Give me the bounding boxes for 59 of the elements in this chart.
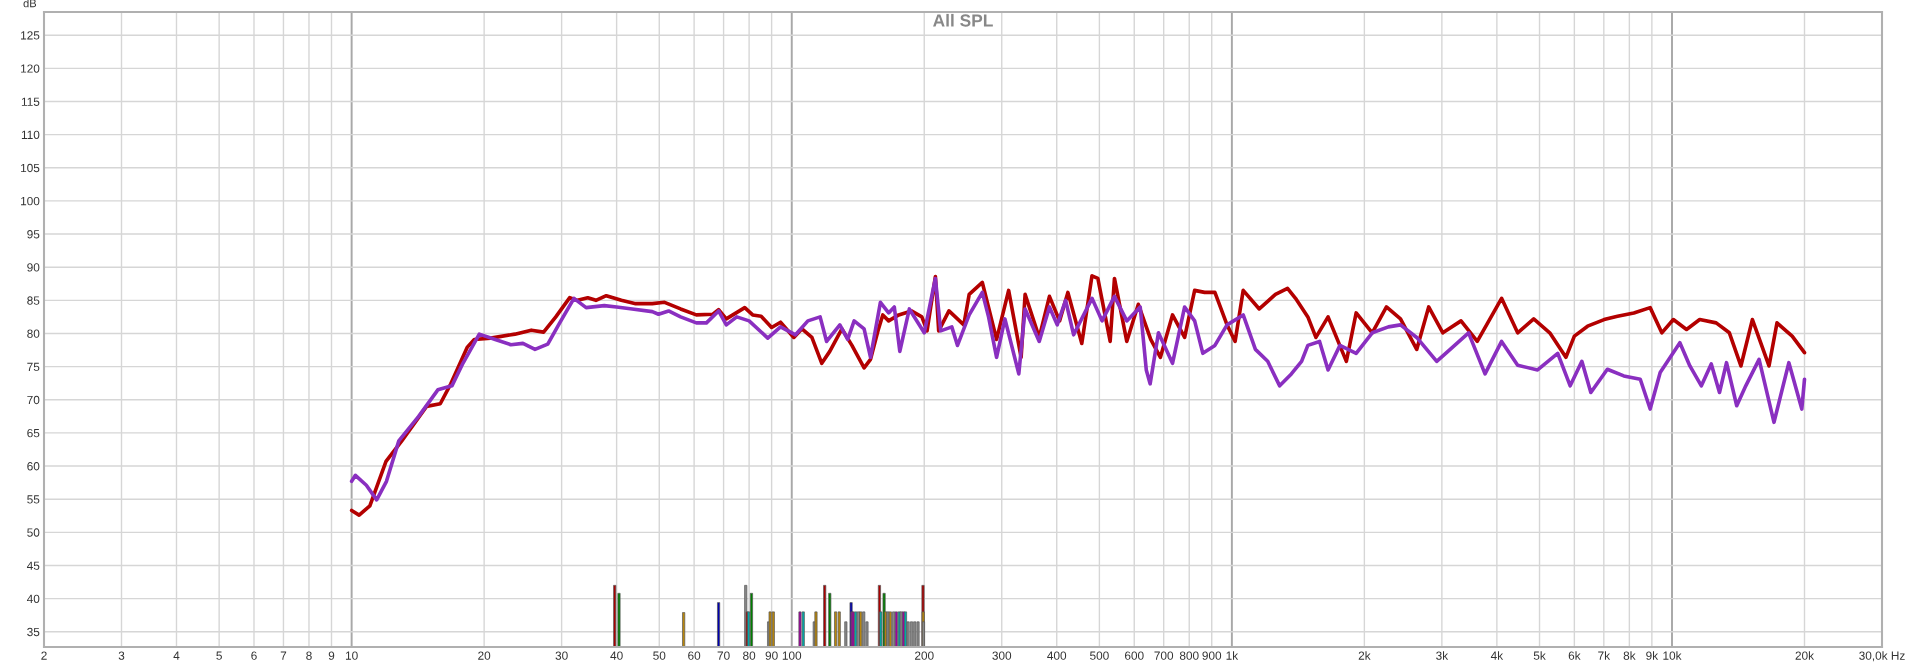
- x-tick-label: 5: [216, 651, 222, 660]
- y-tick-label: 70: [27, 395, 40, 405]
- x-tick-label: 700: [1154, 651, 1174, 660]
- x-tick-label: 2k: [1358, 651, 1371, 660]
- x-tick-label: 80: [743, 651, 756, 660]
- x-tick-label: 30: [555, 651, 568, 660]
- y-tick-label: 65: [27, 428, 40, 438]
- y-tick-label: 110: [21, 130, 40, 140]
- y-tick-label: 60: [27, 462, 40, 471]
- x-tick-label: 6k: [1568, 651, 1581, 660]
- x-tick-label: 7k: [1598, 651, 1611, 660]
- chart-title: All SPL: [933, 13, 993, 27]
- y-tick-label: 75: [27, 362, 40, 372]
- x-tick-label: 60: [688, 651, 701, 660]
- x-tick-label: 20k: [1795, 651, 1815, 660]
- y-tick-label: 95: [27, 230, 40, 239]
- x-tick-label: 8: [306, 651, 312, 660]
- x-tick-label: 800: [1179, 651, 1199, 660]
- y-tick-label: 55: [27, 495, 40, 504]
- x-tick-label: 70: [717, 651, 730, 660]
- x-tick-label: 3k: [1436, 651, 1449, 660]
- x-tick-label: 20: [478, 651, 491, 660]
- x-tick-label: 9k: [1646, 651, 1659, 660]
- x-tick-label: 500: [1090, 651, 1109, 660]
- x-tick-label: 9: [328, 651, 335, 660]
- x-tick-label: 40: [610, 651, 623, 660]
- y-tick-label: 40: [26, 594, 40, 604]
- y-axis-title: dB: [23, 0, 37, 8]
- x-tick-label: 300: [992, 651, 1012, 660]
- x-tick-label: 100: [782, 651, 802, 660]
- x-tick-label: 5k: [1533, 651, 1546, 660]
- y-tick-label: 85: [27, 296, 40, 305]
- y-tick-label: 80: [27, 329, 40, 338]
- x-tick-label: 6: [251, 651, 257, 660]
- y-tick-label: 45: [26, 561, 40, 570]
- x-tick-label: 10k: [1663, 651, 1682, 660]
- x-tick-label: 200: [915, 651, 934, 660]
- x-tick-label: 4k: [1490, 651, 1504, 660]
- x-tick-label: 3: [118, 651, 125, 660]
- x-tick-label: 10: [345, 651, 358, 660]
- y-tick-label: 105: [21, 163, 40, 173]
- y-tick-label: 50: [27, 528, 40, 537]
- x-tick-label: 900: [1202, 651, 1222, 660]
- y-tick-label: 125: [21, 31, 40, 40]
- x-tick-label: 50: [653, 651, 666, 660]
- x-tick-label: 8k: [1623, 651, 1636, 660]
- x-tick-label: 7: [280, 651, 287, 660]
- y-tick-label: 100: [21, 196, 40, 206]
- x-tick-label: 90: [765, 651, 778, 660]
- y-tick-label: 35: [27, 627, 40, 637]
- y-tick-label: 120: [21, 64, 40, 73]
- x-tick-label: 600: [1124, 651, 1144, 660]
- x-tick-label: 4: [173, 651, 180, 660]
- x-tick-label: 400: [1047, 651, 1067, 660]
- y-tick-label: 115: [21, 97, 40, 106]
- x-tick-label: 30,0k Hz: [1859, 651, 1905, 662]
- x-tick-label: 1k: [1226, 651, 1239, 660]
- y-tick-label: 90: [27, 263, 40, 272]
- x-tick-label: 2: [41, 651, 47, 660]
